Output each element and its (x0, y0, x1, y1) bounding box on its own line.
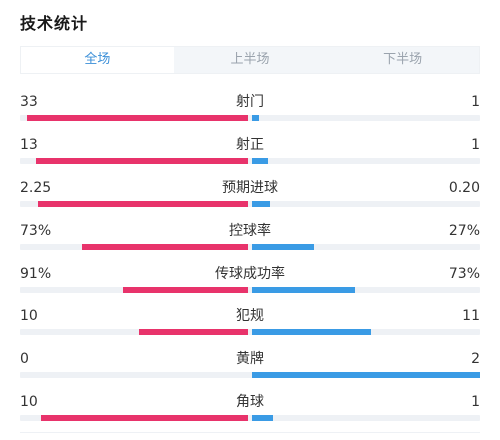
away-value: 0.20 (448, 180, 480, 196)
away-bar (252, 244, 314, 250)
stat-name: 犯规 (236, 308, 264, 324)
stat-row-pass-accuracy: 91% 传球成功率 73% (20, 265, 480, 308)
stat-name: 控球率 (229, 223, 271, 239)
page-title: 技术统计 (20, 14, 89, 33)
stat-row-shots-on-target: 13 射正 1 (20, 136, 480, 179)
home-bar (123, 287, 248, 293)
away-value: 1 (471, 394, 480, 410)
stat-bar-track (20, 201, 480, 207)
stat-bar-track (20, 287, 480, 293)
home-bar (82, 244, 248, 250)
stat-bar-track (20, 158, 480, 164)
home-value: 0 (20, 351, 29, 367)
stat-row-shots: 33 射门 1 (20, 93, 480, 136)
stat-row-fouls: 10 犯规 11 (20, 307, 480, 350)
away-bar (252, 158, 268, 164)
stat-name: 射正 (236, 137, 264, 153)
stat-name: 角球 (236, 394, 264, 410)
home-value: 2.25 (20, 180, 52, 196)
home-value: 13 (20, 137, 38, 153)
home-value: 10 (20, 394, 38, 410)
stat-bar-track (20, 372, 480, 378)
home-bar (41, 415, 248, 421)
stat-row-yellow-cards: 0 黄牌 2 (20, 350, 480, 393)
tab-first-half[interactable]: 上半场 (173, 47, 327, 73)
home-value: 10 (20, 308, 38, 324)
stat-row-expected-goals: 2.25 预期进球 0.20 (20, 179, 480, 222)
home-bar (38, 201, 248, 207)
away-bar (252, 201, 270, 207)
away-bar (252, 115, 259, 121)
away-bar (252, 287, 355, 293)
stat-bar-track (20, 329, 480, 335)
away-value: 11 (462, 308, 480, 324)
stat-row-possession: 73% 控球率 27% (20, 222, 480, 265)
home-value: 91% (20, 266, 52, 282)
stat-name: 黄牌 (236, 351, 264, 367)
stat-bar-track (20, 244, 480, 250)
home-value: 73% (20, 223, 52, 239)
away-bar (252, 372, 480, 378)
tab-second-half[interactable]: 下半场 (326, 47, 480, 73)
period-tabs: 全场 上半场 下半场 (20, 46, 480, 74)
away-value: 1 (471, 94, 480, 110)
tab-full-match[interactable]: 全场 (21, 47, 174, 73)
away-bar (252, 329, 371, 335)
away-value: 27% (448, 223, 480, 239)
stat-row-corners: 10 角球 1 (20, 393, 480, 436)
home-bar (139, 329, 248, 335)
away-bar (252, 415, 273, 421)
stat-name: 预期进球 (222, 180, 278, 196)
away-value: 2 (471, 351, 480, 367)
home-value: 33 (20, 94, 38, 110)
away-value: 73% (448, 266, 480, 282)
stat-bar-track (20, 115, 480, 121)
away-value: 1 (471, 137, 480, 153)
home-bar (36, 158, 248, 164)
stat-name: 射门 (236, 94, 264, 110)
stat-bar-track (20, 415, 480, 421)
home-bar (27, 115, 248, 121)
divider (20, 432, 480, 433)
stat-name: 传球成功率 (215, 266, 285, 282)
